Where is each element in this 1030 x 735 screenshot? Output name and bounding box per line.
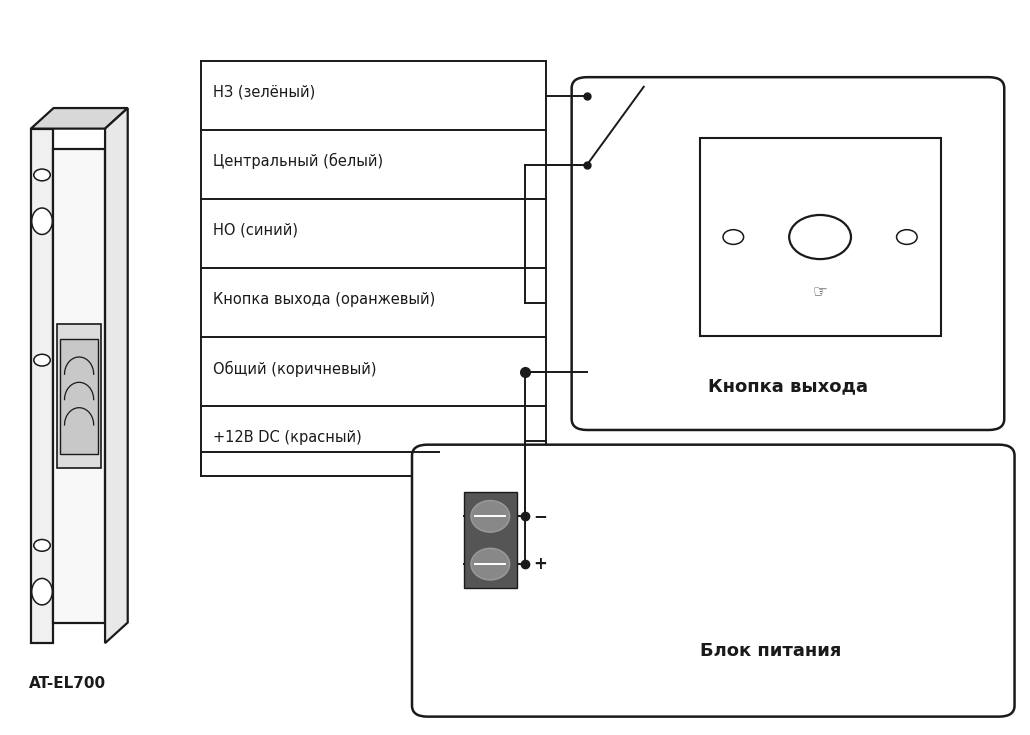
Ellipse shape bbox=[32, 208, 53, 234]
Polygon shape bbox=[31, 108, 128, 129]
FancyBboxPatch shape bbox=[54, 149, 105, 623]
Circle shape bbox=[789, 215, 851, 259]
Text: Блок питания: Блок питания bbox=[699, 642, 842, 659]
FancyBboxPatch shape bbox=[412, 445, 1015, 717]
Ellipse shape bbox=[32, 578, 53, 605]
Circle shape bbox=[896, 229, 917, 245]
FancyBboxPatch shape bbox=[699, 138, 940, 337]
FancyBboxPatch shape bbox=[60, 339, 98, 453]
Polygon shape bbox=[105, 108, 128, 643]
Text: Центральный (белый): Центральный (белый) bbox=[213, 153, 383, 169]
FancyBboxPatch shape bbox=[572, 77, 1004, 430]
FancyBboxPatch shape bbox=[464, 492, 517, 588]
Circle shape bbox=[723, 229, 744, 245]
Text: ☞: ☞ bbox=[813, 284, 827, 301]
Text: НЗ (зелёный): НЗ (зелёный) bbox=[213, 85, 315, 100]
Text: −: − bbox=[534, 507, 547, 526]
Text: Общий (коричневый): Общий (коричневый) bbox=[213, 360, 377, 376]
Circle shape bbox=[34, 539, 50, 551]
Ellipse shape bbox=[471, 548, 510, 580]
Circle shape bbox=[34, 169, 50, 181]
Circle shape bbox=[34, 354, 50, 366]
Text: AT-EL700: AT-EL700 bbox=[30, 676, 106, 691]
Text: Кнопка выхода (оранжевый): Кнопка выхода (оранжевый) bbox=[213, 292, 436, 307]
FancyBboxPatch shape bbox=[58, 324, 101, 468]
Text: +: + bbox=[534, 555, 547, 573]
Ellipse shape bbox=[471, 501, 510, 532]
Text: НО (синий): НО (синий) bbox=[213, 223, 299, 238]
Text: Кнопка выхода: Кнопка выхода bbox=[708, 377, 868, 395]
Text: +12В DC (красный): +12В DC (красный) bbox=[213, 430, 362, 445]
FancyBboxPatch shape bbox=[31, 129, 54, 643]
